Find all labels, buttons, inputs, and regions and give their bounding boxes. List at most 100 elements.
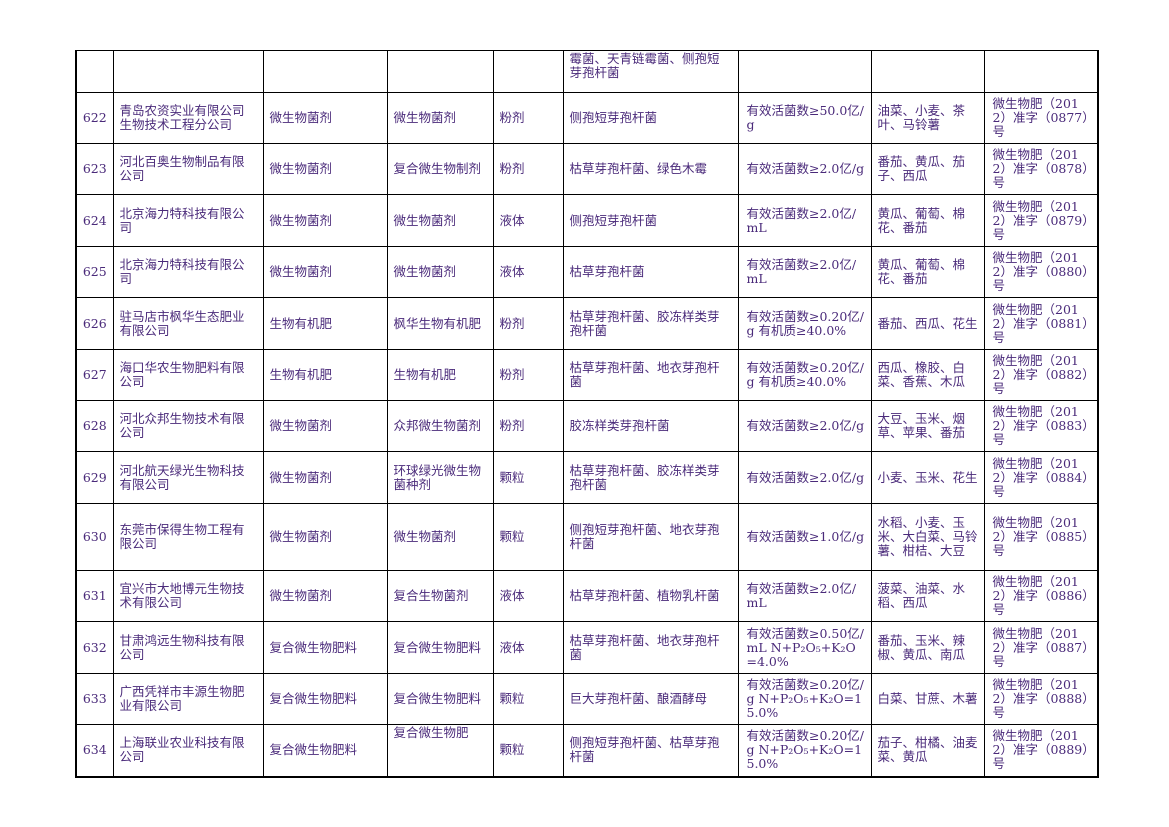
cell-crops: 番茄、西瓜、花生	[870, 297, 985, 350]
cell-category: 微生物菌剂	[262, 92, 388, 144]
cell-product: 微生物菌剂	[386, 194, 494, 247]
cell-crops: 番茄、玉米、辣椒、黄瓜、南瓜	[870, 621, 985, 674]
cell-company: 甘肃鸿远生物科技有限公司	[112, 621, 264, 674]
cell-form: 颗粒	[492, 724, 564, 778]
cell-cert: 微生物肥（2012）准字（0885）号	[983, 503, 1099, 571]
table-row: 631 宜兴市大地博元生物技术有限公司 微生物菌剂 复合生物菌剂 液体 枯草芽孢杆菌、植物…	[75, 570, 1099, 622]
registration-table: 霉菌、天青链霉菌、侧孢短芽孢杆菌 622 青岛农资实业有限公司生物技术工程分公司微…	[75, 50, 1099, 778]
cell-no: 622	[75, 92, 114, 144]
cell-form	[492, 50, 564, 93]
table-row: 623 河北百奥生物制品有限公司 微生物菌剂 复合微生物制剂 粉剂 枯草芽孢杆菌、绿色木霉…	[75, 143, 1099, 195]
table-row: 622 青岛农资实业有限公司生物技术工程分公司 微生物菌剂 微生物菌剂 粉剂 侧孢短芽孢杆…	[75, 92, 1099, 144]
cell-strains: 枯草芽孢杆菌、绿色木霉	[562, 143, 739, 195]
cell-cert: 微生物肥（2012）准字（0877）号	[983, 92, 1099, 144]
cell-category	[262, 50, 388, 93]
cell-cert: 微生物肥（2012）准字（0879）号	[983, 194, 1099, 247]
cell-category: 复合微生物肥料	[262, 621, 388, 674]
cell-strains: 枯草芽孢杆菌	[562, 246, 739, 298]
cell-no: 624	[75, 194, 114, 247]
cell-content: 有效活菌数≥2.0亿/mL	[737, 570, 872, 622]
cell-crops: 小麦、玉米、花生	[870, 451, 985, 504]
cell-cert: 微生物肥（2012）准字（0888）号	[983, 673, 1099, 725]
cell-product: 复合微生物肥料	[386, 621, 494, 674]
cell-content: 有效活菌数≥0.20亿/g N+P₂O₅+K₂O=15.0%	[737, 673, 872, 725]
cell-crops: 黄瓜、葡萄、棉花、番茄	[870, 246, 985, 298]
cell-category: 微生物菌剂	[262, 503, 388, 571]
cell-company: 宜兴市大地博元生物技术有限公司	[112, 570, 264, 622]
cell-content: 有效活菌数≥2.0亿/g	[737, 400, 872, 452]
cell-product: 微生物菌剂	[386, 246, 494, 298]
cell-no: 634	[75, 724, 114, 778]
cell-content: 有效活菌数≥2.0亿/g	[737, 451, 872, 504]
cell-crops: 大豆、玉米、烟草、苹果、番茄	[870, 400, 985, 452]
cell-content: 有效活菌数≥0.20亿/g 有机质≥40.0%	[737, 297, 872, 350]
cell-product: 复合微生物肥料	[386, 673, 494, 725]
cell-strains: 侧孢短芽孢杆菌、枯草芽孢杆菌	[562, 724, 739, 778]
cell-company: 广西凭祥市丰源生物肥业有限公司	[112, 673, 264, 725]
cell-company: 海口华农生物肥料有限公司	[112, 349, 264, 401]
table-row: 633 广西凭祥市丰源生物肥业有限公司 复合微生物肥料 复合微生物肥料 颗粒 巨大芽孢杆菌…	[75, 673, 1099, 725]
cell-company: 驻马店市枫华生态肥业有限公司	[112, 297, 264, 350]
cell-content: 有效活菌数≥0.20亿/g N+P₂O₅+K₂O=15.0%	[737, 724, 872, 778]
cell-strains: 枯草芽孢杆菌、胶冻样类芽孢杆菌	[562, 451, 739, 504]
cell-product: 微生物菌剂	[386, 503, 494, 571]
cell-strains: 侧孢短芽孢杆菌、地衣芽孢杆菌	[562, 503, 739, 571]
cell-product: 复合微生物制剂	[386, 143, 494, 195]
cell-product: 微生物菌剂	[386, 92, 494, 144]
cell-crops: 西瓜、橡胶、白菜、香蕉、木瓜	[870, 349, 985, 401]
cell-crops: 茄子、柑橘、油麦菜、黄瓜	[870, 724, 985, 778]
cell-company: 北京海力特科技有限公司	[112, 246, 264, 298]
cell-content: 有效活菌数≥2.0亿/g	[737, 143, 872, 195]
cell-no: 623	[75, 143, 114, 195]
cell-no: 628	[75, 400, 114, 452]
table-row: 627 海口华农生物肥料有限公司 生物有机肥 生物有机肥 粉剂 枯草芽孢杆菌、地衣芽孢杆菌…	[75, 349, 1099, 401]
table-row: 632 甘肃鸿远生物科技有限公司 复合微生物肥料 复合微生物肥料 液体 枯草芽孢杆菌、地衣…	[75, 621, 1099, 674]
cell-content: 有效活菌数≥2.0亿/mL	[737, 246, 872, 298]
cell-no: 627	[75, 349, 114, 401]
cell-product: 复合生物菌剂	[386, 570, 494, 622]
cell-cert: 微生物肥（2012）准字（0883）号	[983, 400, 1099, 452]
cell-no: 625	[75, 246, 114, 298]
cell-no: 633	[75, 673, 114, 725]
cell-product: 枫华生物有机肥	[386, 297, 494, 350]
cell-cert: 微生物肥（2012）准字（0880）号	[983, 246, 1099, 298]
cell-cert: 微生物肥（2012）准字（0889）号	[983, 724, 1099, 778]
cell-company: 上海联业农业科技有限公司	[112, 724, 264, 778]
cell-content: 有效活菌数≥50.0亿/g	[737, 92, 872, 144]
cell-product: 复合微生物肥	[386, 724, 494, 778]
cell-form: 颗粒	[492, 451, 564, 504]
cell-strains: 巨大芽孢杆菌、酿酒酵母	[562, 673, 739, 725]
table-row: 626 驻马店市枫华生态肥业有限公司 生物有机肥 枫华生物有机肥 粉剂 枯草芽孢杆菌、胶冻…	[75, 297, 1099, 350]
cell-category: 微生物菌剂	[262, 194, 388, 247]
cell-form: 粉剂	[492, 92, 564, 144]
cell-crops: 黄瓜、葡萄、棉花、番茄	[870, 194, 985, 247]
cell-no: 632	[75, 621, 114, 674]
cell-strains: 侧孢短芽孢杆菌	[562, 92, 739, 144]
cell-content: 有效活菌数≥0.50亿/mL N+P₂O₅+K₂O=4.0%	[737, 621, 872, 674]
table-row: 628 河北众邦生物技术有限公司 微生物菌剂 众邦微生物菌剂 粉剂 胶冻样类芽孢杆菌 有效活…	[75, 400, 1099, 452]
cell-form: 颗粒	[492, 503, 564, 571]
cell-company: 北京海力特科技有限公司	[112, 194, 264, 247]
table-row-continuation: 霉菌、天青链霉菌、侧孢短芽孢杆菌	[75, 50, 1099, 93]
cell-form: 粉剂	[492, 400, 564, 452]
cell-strains: 侧孢短芽孢杆菌	[562, 194, 739, 247]
cell-cert: 微生物肥（2012）准字（0881）号	[983, 297, 1099, 350]
cell-crops: 白菜、甘蔗、木薯	[870, 673, 985, 725]
cell-no: 629	[75, 451, 114, 504]
cell-form: 液体	[492, 246, 564, 298]
cell-category: 生物有机肥	[262, 349, 388, 401]
cell-form: 颗粒	[492, 673, 564, 725]
cell-no: 630	[75, 503, 114, 571]
cell-product: 环球绿光微生物菌种剂	[386, 451, 494, 504]
cell-strains: 枯草芽孢杆菌、地衣芽孢杆菌	[562, 349, 739, 401]
cell-form: 粉剂	[492, 349, 564, 401]
cell-content	[737, 50, 872, 93]
cell-content: 有效活菌数≥1.0亿/g	[737, 503, 872, 571]
cell-cert: 微生物肥（2012）准字（0884）号	[983, 451, 1099, 504]
cell-company: 东莞市保得生物工程有限公司	[112, 503, 264, 571]
cell-company: 河北百奥生物制品有限公司	[112, 143, 264, 195]
cell-cert: 微生物肥（2012）准字（0882）号	[983, 349, 1099, 401]
cell-category: 微生物菌剂	[262, 570, 388, 622]
cell-product	[386, 50, 494, 93]
cell-category: 复合微生物肥料	[262, 724, 388, 778]
